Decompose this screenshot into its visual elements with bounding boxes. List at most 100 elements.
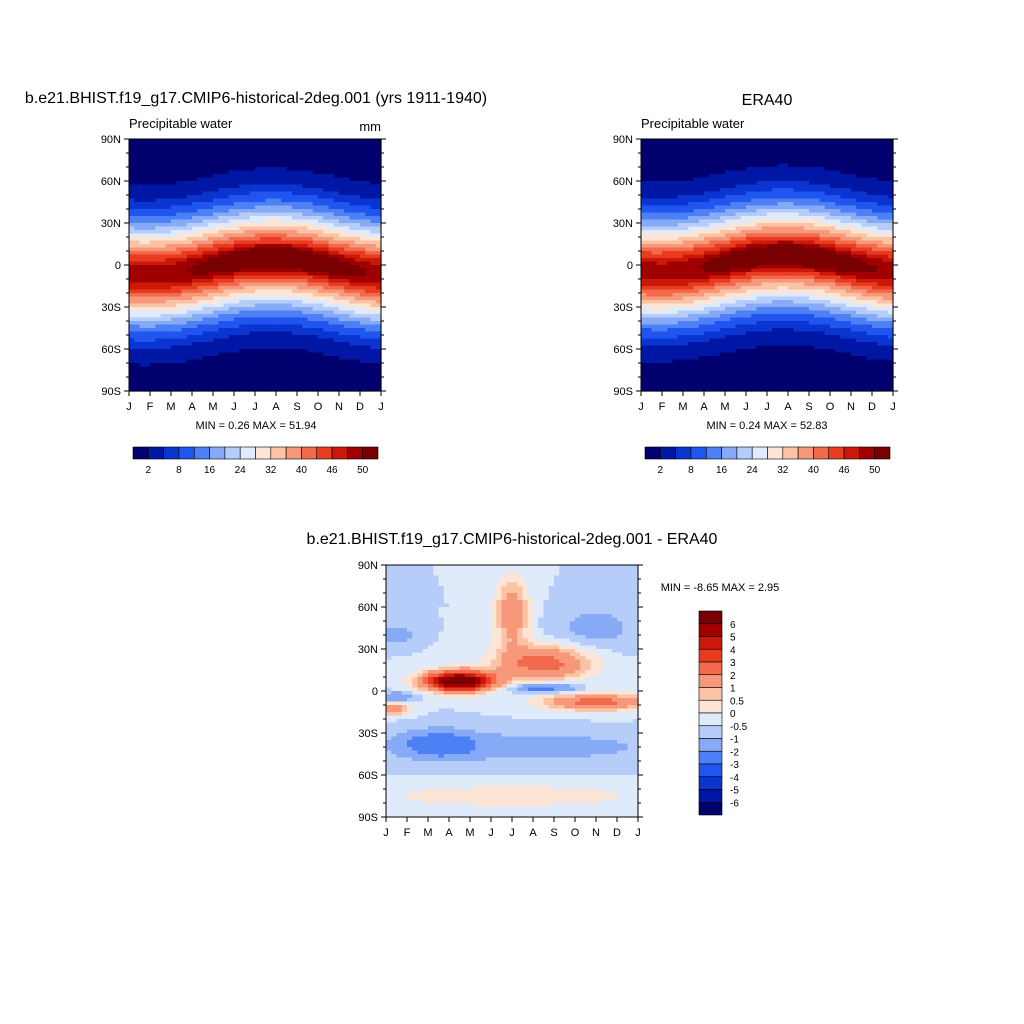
field-cell xyxy=(150,373,156,378)
field-cell xyxy=(877,170,884,175)
field-cell xyxy=(782,198,789,203)
field-cell xyxy=(651,184,658,189)
field-cell xyxy=(819,226,826,231)
field-cell xyxy=(677,212,684,217)
field-cell xyxy=(213,324,219,329)
field-cell xyxy=(698,170,705,175)
field-cell xyxy=(276,282,282,287)
field-cell xyxy=(819,237,826,242)
field-cell xyxy=(735,233,742,238)
field-cell xyxy=(144,359,151,364)
field-cell xyxy=(265,212,272,217)
field-cell xyxy=(249,370,256,375)
field-cell xyxy=(872,139,878,144)
field-cell xyxy=(281,328,288,333)
field-cell xyxy=(181,377,188,382)
field-cell xyxy=(202,377,209,382)
field-cell xyxy=(270,324,277,329)
field-cell xyxy=(234,261,240,266)
field-cell xyxy=(155,380,162,385)
field-cell xyxy=(297,373,303,378)
field-cell xyxy=(354,307,361,312)
field-cell xyxy=(186,286,193,291)
field-cell xyxy=(297,328,303,333)
field-cell xyxy=(819,170,826,175)
field-cell xyxy=(709,156,716,161)
field-cell xyxy=(286,352,293,357)
field-cell xyxy=(777,184,784,189)
field-cell xyxy=(777,170,784,175)
field-cell xyxy=(144,342,151,347)
field-cell xyxy=(772,174,779,179)
field-cell xyxy=(307,314,314,319)
field-cell xyxy=(176,149,183,154)
field-cell xyxy=(318,153,324,158)
field-cell xyxy=(186,174,193,179)
field-cell xyxy=(882,205,889,210)
field-cell xyxy=(725,184,731,189)
field-cell xyxy=(339,338,345,343)
field-cell xyxy=(349,366,356,371)
field-cell xyxy=(134,342,141,347)
field-cell xyxy=(255,345,261,350)
field-cell xyxy=(333,247,340,252)
field-cell xyxy=(255,289,261,294)
field-cell xyxy=(328,209,335,214)
field-cell xyxy=(270,223,277,228)
field-cell xyxy=(709,233,716,238)
field-cell xyxy=(667,174,674,179)
field-cell xyxy=(861,202,868,207)
field-cell xyxy=(302,216,309,221)
field-cell xyxy=(819,149,826,154)
field-cell xyxy=(181,324,188,329)
field-cell xyxy=(767,216,773,221)
field-cell xyxy=(265,384,272,389)
field-cell xyxy=(255,293,261,298)
field-cell xyxy=(360,226,366,231)
field-cell xyxy=(683,209,689,214)
field-cell xyxy=(181,244,188,249)
field-cell xyxy=(882,209,889,214)
field-cell xyxy=(323,370,330,375)
field-cell xyxy=(281,300,288,305)
field-cell xyxy=(877,142,884,147)
field-cell xyxy=(307,226,314,231)
field-cell xyxy=(249,373,256,378)
field-cell xyxy=(339,198,345,203)
field-cell xyxy=(186,188,193,193)
field-cell xyxy=(328,149,335,154)
field-cell xyxy=(845,163,852,168)
field-cell xyxy=(150,184,156,189)
field-cell xyxy=(160,373,167,378)
field-cell xyxy=(819,139,826,144)
field-cell xyxy=(207,163,214,168)
field-cell xyxy=(725,205,731,210)
field-cell xyxy=(370,387,377,392)
field-cell xyxy=(213,296,219,301)
field-cell xyxy=(835,160,842,165)
field-cell xyxy=(725,212,731,217)
field-cell xyxy=(767,191,773,196)
field-cell xyxy=(882,233,889,238)
field-cell xyxy=(218,216,225,221)
field-cell xyxy=(255,202,261,207)
field-cell xyxy=(824,202,831,207)
field-cell xyxy=(370,153,377,158)
field-cell xyxy=(349,191,356,196)
field-cell xyxy=(714,142,721,147)
field-cell xyxy=(354,216,361,221)
min-max-stats: MIN = 0.26 MAX = 51.94 xyxy=(195,420,316,432)
field-cell xyxy=(375,233,382,238)
field-cell xyxy=(866,153,873,158)
field-cell xyxy=(302,293,309,298)
field-cell xyxy=(239,184,246,189)
field-cell xyxy=(861,142,868,147)
field-cell xyxy=(281,212,288,217)
field-cell xyxy=(323,198,330,203)
field-cell xyxy=(234,195,240,200)
field-cell xyxy=(155,352,162,357)
field-cell xyxy=(866,142,873,147)
month-tick-label: O xyxy=(314,401,323,413)
field-cell xyxy=(798,163,805,168)
